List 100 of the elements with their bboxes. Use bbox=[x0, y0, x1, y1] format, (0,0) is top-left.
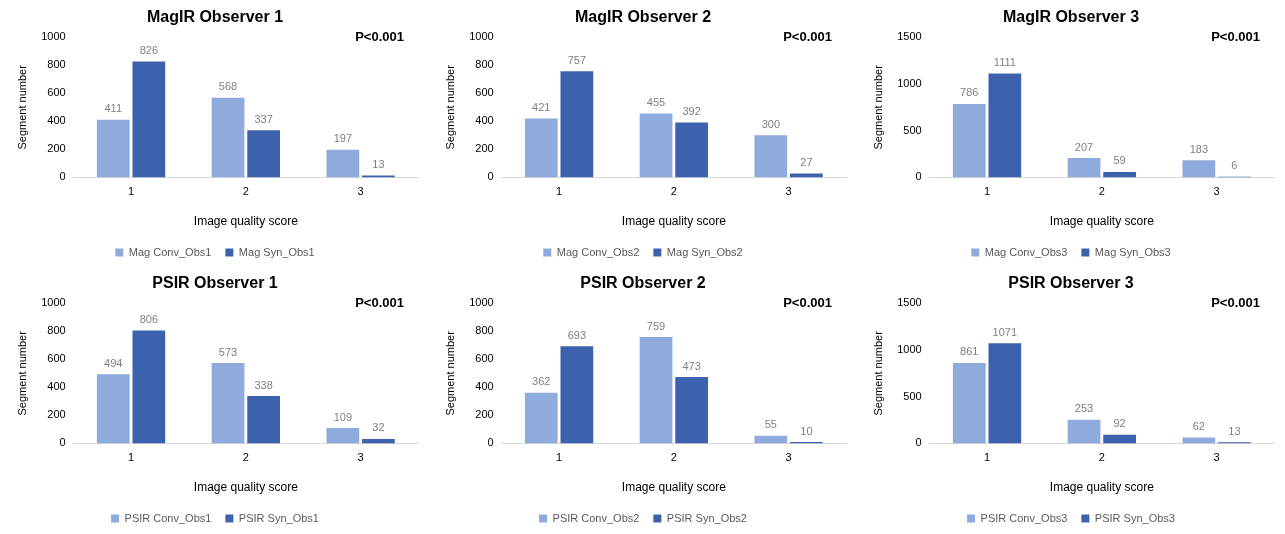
y-tick-label: 600 bbox=[47, 86, 66, 99]
x-tick-label: 1 bbox=[556, 185, 563, 198]
bar bbox=[1067, 158, 1101, 178]
annotation: P<0.001 bbox=[783, 29, 832, 45]
bar bbox=[1182, 160, 1216, 178]
y-tick-label: 200 bbox=[475, 408, 494, 421]
bar bbox=[754, 135, 788, 178]
data-label: 109 bbox=[333, 410, 352, 423]
bar bbox=[211, 363, 245, 444]
legend-label: PSIR Conv_Obs1 bbox=[124, 511, 212, 524]
x-tick-label: 3 bbox=[785, 451, 792, 464]
legend-label: Mag Conv_Obs3 bbox=[984, 245, 1068, 258]
data-label: 32 bbox=[372, 421, 385, 434]
bar bbox=[132, 330, 166, 444]
chart-title: PSIR Observer 3 bbox=[1008, 274, 1134, 292]
y-tick-label: 400 bbox=[47, 380, 66, 393]
y-tick-label: 400 bbox=[475, 380, 494, 393]
data-label: 337 bbox=[254, 112, 273, 125]
x-tick-label: 2 bbox=[670, 451, 677, 464]
bar bbox=[1067, 419, 1101, 444]
chart-title: PSIR Observer 2 bbox=[580, 274, 706, 292]
bar bbox=[211, 97, 245, 178]
x-tick-label: 1 bbox=[128, 451, 135, 464]
y-axis-title: Segment number bbox=[15, 64, 28, 150]
y-tick-label: 0 bbox=[59, 436, 66, 449]
x-tick-label: 1 bbox=[556, 451, 563, 464]
y-tick-label: 800 bbox=[47, 324, 66, 337]
data-label: 392 bbox=[682, 104, 701, 117]
data-label: 1071 bbox=[992, 325, 1018, 338]
legend-label: Mag Syn_Obs3 bbox=[1094, 245, 1171, 258]
y-tick-label: 400 bbox=[47, 114, 66, 127]
data-label: 10 bbox=[800, 424, 813, 437]
bar bbox=[675, 122, 708, 178]
data-label: 207 bbox=[1074, 140, 1094, 153]
y-tick-label: 1000 bbox=[469, 296, 494, 309]
annotation: P<0.001 bbox=[355, 29, 404, 45]
x-tick-label: 1 bbox=[984, 185, 991, 198]
bar bbox=[96, 374, 130, 444]
legend-label: PSIR Conv_Obs3 bbox=[980, 511, 1068, 524]
data-label: 13 bbox=[372, 158, 385, 171]
annotation: P<0.001 bbox=[1211, 295, 1260, 311]
annotation: P<0.001 bbox=[1211, 29, 1260, 45]
data-label: 27 bbox=[800, 156, 813, 169]
y-tick-label: 400 bbox=[475, 114, 494, 127]
data-label: 494 bbox=[104, 356, 123, 369]
data-label: 693 bbox=[567, 328, 587, 341]
x-tick-label: 2 bbox=[1098, 185, 1105, 198]
y-axis-title: Segment number bbox=[871, 330, 884, 416]
y-tick-label: 0 bbox=[487, 436, 494, 449]
x-tick-label: 2 bbox=[242, 451, 249, 464]
annotation: P<0.001 bbox=[783, 295, 832, 311]
x-axis-title: Image quality score bbox=[1049, 480, 1155, 495]
bar bbox=[754, 435, 788, 444]
y-tick-label: 800 bbox=[47, 58, 66, 71]
bar bbox=[247, 130, 280, 178]
data-label: 183 bbox=[1189, 142, 1208, 155]
legend-label: PSIR Syn_Obs1 bbox=[238, 511, 319, 524]
y-tick-label: 200 bbox=[47, 408, 66, 421]
bar bbox=[988, 343, 1022, 444]
bar bbox=[362, 438, 395, 444]
y-tick-label: 0 bbox=[487, 170, 494, 183]
y-tick-label: 0 bbox=[915, 170, 922, 183]
bar bbox=[988, 73, 1022, 178]
bar bbox=[560, 346, 594, 444]
legend-label: Mag Syn_Obs1 bbox=[238, 245, 315, 258]
y-tick-label: 800 bbox=[475, 324, 494, 337]
y-tick-label: 1000 bbox=[897, 76, 922, 89]
data-label: 197 bbox=[333, 132, 352, 145]
x-tick-label: 3 bbox=[1213, 451, 1220, 464]
legend-label: Mag Conv_Obs2 bbox=[556, 245, 640, 258]
data-label: 806 bbox=[139, 312, 159, 325]
y-tick-label: 600 bbox=[47, 352, 66, 365]
x-tick-label: 3 bbox=[785, 185, 792, 198]
y-tick-label: 1000 bbox=[41, 296, 66, 309]
y-tick-label: 1000 bbox=[469, 30, 494, 43]
legend-label: Mag Syn_Obs2 bbox=[666, 245, 743, 258]
y-tick-label: 1000 bbox=[897, 342, 922, 355]
annotation: P<0.001 bbox=[355, 295, 404, 311]
data-label: 455 bbox=[646, 96, 666, 109]
data-label: 786 bbox=[960, 86, 979, 99]
x-axis-title: Image quality score bbox=[621, 214, 727, 229]
bar bbox=[639, 336, 673, 444]
y-tick-label: 500 bbox=[903, 123, 922, 136]
data-label: 573 bbox=[218, 345, 238, 358]
data-label: 13 bbox=[1228, 424, 1241, 437]
bar bbox=[132, 61, 166, 178]
bar bbox=[96, 119, 130, 178]
data-label: 62 bbox=[1192, 420, 1205, 433]
x-tick-label: 3 bbox=[357, 451, 364, 464]
data-label: 568 bbox=[218, 80, 238, 93]
data-label: 411 bbox=[104, 102, 123, 115]
x-axis-title: Image quality score bbox=[621, 480, 727, 495]
y-tick-label: 0 bbox=[59, 170, 66, 183]
data-label: 6 bbox=[1231, 159, 1238, 172]
x-tick-label: 3 bbox=[1213, 185, 1220, 198]
bar bbox=[1103, 434, 1136, 444]
x-axis-title: Image quality score bbox=[193, 480, 299, 495]
data-label: 757 bbox=[567, 53, 587, 66]
data-label: 253 bbox=[1074, 402, 1094, 415]
legend-label: PSIR Syn_Obs3 bbox=[1094, 511, 1175, 524]
